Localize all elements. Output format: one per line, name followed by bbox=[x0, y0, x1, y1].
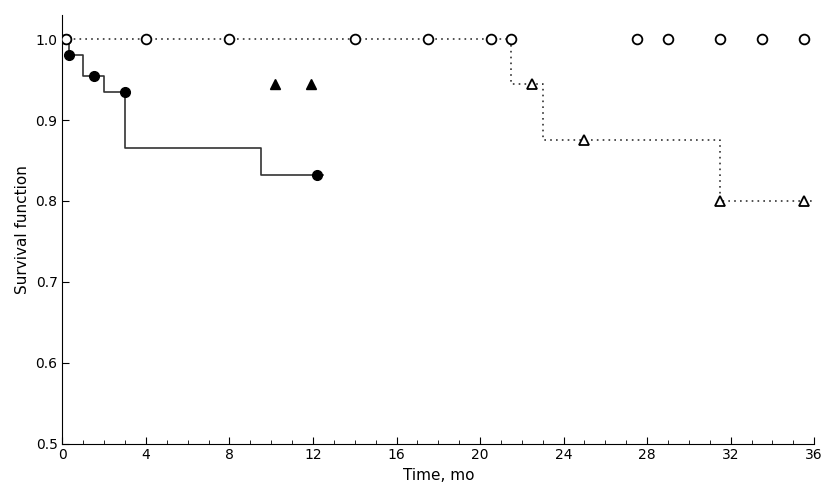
Y-axis label: Survival function: Survival function bbox=[15, 165, 30, 294]
X-axis label: Time, mo: Time, mo bbox=[402, 468, 474, 483]
